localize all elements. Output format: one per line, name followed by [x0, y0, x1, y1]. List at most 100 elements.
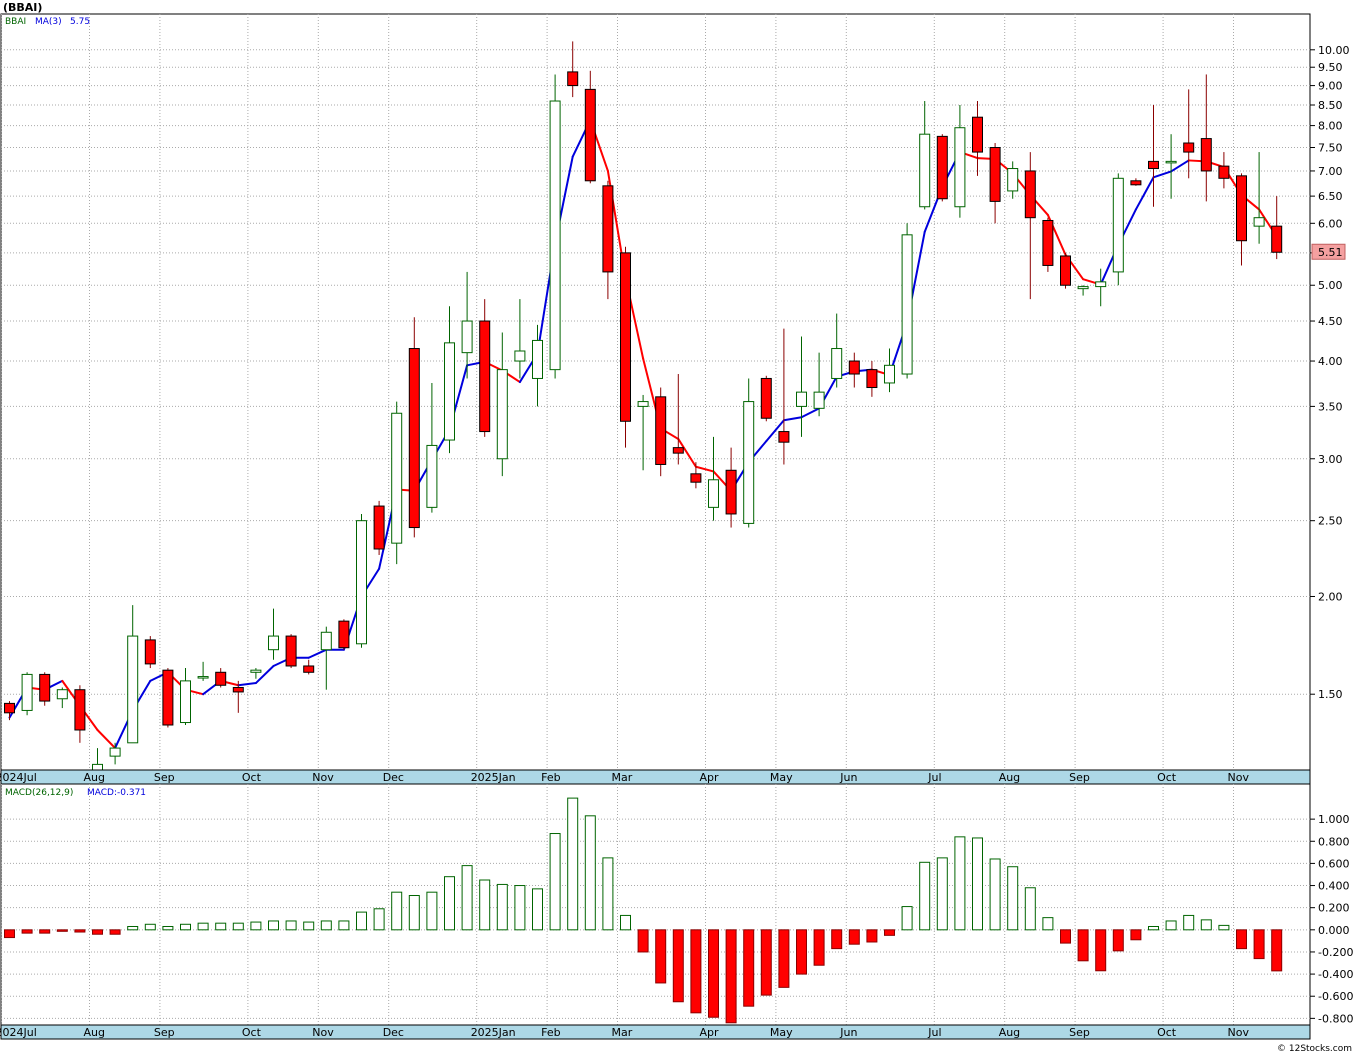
macd-y-tick-label: 0.200	[1318, 902, 1350, 915]
candle	[1183, 89, 1195, 179]
price-month-labels: 2024Jul Aug Sep Oct Nov Dec 2025Jan Feb Mar Apr Ma…	[0, 771, 1249, 784]
macd-bar	[954, 836, 966, 931]
candle	[743, 378, 755, 528]
macd-y-tick-label: -0.400	[1318, 968, 1353, 981]
price-month-label: Oct	[1157, 771, 1177, 784]
macd-month-label: Nov	[1228, 1026, 1250, 1039]
macd-bar	[1218, 924, 1230, 931]
candle-body	[1077, 286, 1089, 290]
candle-body	[127, 635, 139, 744]
macd-bar	[760, 929, 772, 996]
candle-body	[602, 185, 614, 273]
macd-legend-name: MACD(26,12,9)	[5, 788, 73, 798]
macd-month-labels: 2024Jul Aug Sep Oct Nov Dec 2025Jan Feb Mar Apr Ma…	[0, 1026, 1249, 1039]
ma3-segment	[765, 419, 785, 443]
price-month-label: 2024Jul	[0, 771, 37, 784]
candle-body	[1130, 180, 1142, 186]
price-month-bar	[0, 769, 1311, 785]
candle	[39, 672, 51, 706]
macd-bar	[584, 815, 596, 931]
candle	[848, 352, 860, 388]
candle	[1236, 173, 1247, 266]
candle-body	[285, 635, 297, 667]
candle	[21, 672, 33, 716]
candle-body	[1271, 225, 1283, 253]
macd-bar	[21, 929, 33, 934]
candle-body	[743, 401, 755, 524]
candle	[954, 104, 966, 218]
macd-bar	[479, 879, 491, 931]
candle	[1130, 178, 1142, 186]
ma3-segment	[1152, 170, 1173, 179]
price-month-label: Jun	[839, 771, 857, 784]
price-y-tick-label: 8.50	[1318, 99, 1343, 112]
price-month-label: Sep	[154, 771, 175, 784]
macd-bar	[303, 921, 315, 931]
candle-body	[1218, 165, 1230, 179]
candle-body	[936, 135, 948, 200]
candle	[127, 605, 139, 744]
candle-body	[1183, 142, 1195, 153]
candle	[567, 41, 579, 98]
macd-bar	[320, 920, 332, 931]
price-legend-ma: MA(3)	[35, 17, 62, 27]
ma3-segment	[96, 728, 117, 750]
candle-body	[215, 671, 227, 686]
candle	[549, 74, 561, 379]
candle	[1060, 252, 1071, 289]
ma3-segment	[782, 416, 803, 422]
candle	[760, 375, 772, 422]
macd-month-label: 2025Jan	[471, 1026, 516, 1039]
macd-y-tick-label: -0.800	[1318, 1012, 1353, 1025]
macd-bar	[1200, 919, 1212, 931]
candle-body	[162, 669, 174, 726]
macd-bar	[197, 922, 209, 931]
candle-body	[567, 71, 579, 87]
watermark: © 12Stocks.com	[1277, 1044, 1352, 1054]
candle	[866, 361, 878, 397]
candle-body	[919, 133, 931, 208]
macd-bar	[655, 929, 667, 984]
candle-body	[268, 635, 279, 651]
candle	[778, 328, 790, 465]
candle	[1042, 217, 1054, 272]
candle	[232, 680, 244, 713]
candle	[796, 336, 807, 437]
candle	[197, 661, 209, 681]
candle	[408, 317, 420, 538]
candle	[1024, 152, 1036, 300]
macd-month-bar	[0, 1024, 1311, 1040]
candle	[936, 134, 948, 202]
price-y-tick-label: 8.00	[1318, 120, 1343, 133]
candle-body	[725, 469, 737, 515]
macd-bar	[215, 922, 227, 931]
candle-body	[831, 348, 843, 379]
candle	[655, 387, 667, 477]
candle	[74, 685, 86, 743]
candle	[496, 332, 508, 477]
candle	[162, 668, 174, 728]
macd-bar	[549, 833, 561, 931]
macd-bar	[778, 929, 790, 988]
price-month-label: Aug	[84, 771, 105, 784]
candle-body	[56, 689, 68, 700]
macd-bar	[268, 920, 279, 931]
macd-y-axis: 1.000 0.800 0.600 0.400 0.200 0.000 -0.200 -0.4…	[1310, 813, 1353, 1025]
last-price-badge-bg	[1311, 243, 1346, 260]
macd-bar	[1236, 929, 1247, 950]
candle-body	[92, 763, 103, 771]
macd-bar	[813, 929, 825, 966]
candle	[813, 352, 825, 417]
macd-bar	[92, 929, 103, 935]
candle-body	[197, 676, 209, 679]
candle	[708, 436, 719, 521]
price-y-tick-label: 3.00	[1318, 453, 1343, 466]
price-month-label: Nov	[312, 771, 334, 784]
candle	[1165, 134, 1177, 199]
price-y-tick-label: 7.00	[1318, 165, 1343, 178]
macd-bar	[39, 929, 51, 934]
price-y-tick-label: 10.00	[1318, 44, 1350, 57]
candle	[1200, 74, 1212, 202]
candle	[250, 668, 262, 679]
candle	[1112, 173, 1124, 286]
